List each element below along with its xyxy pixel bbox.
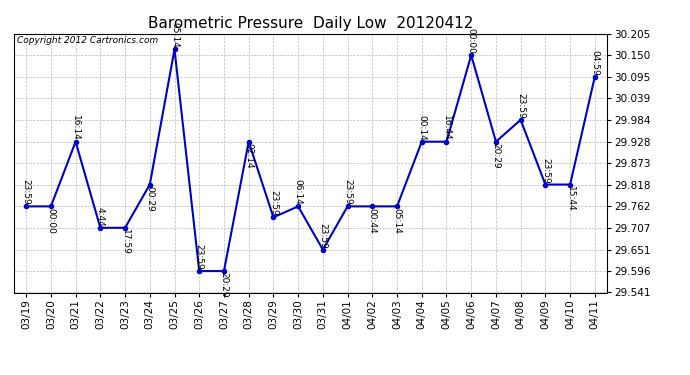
Text: 16:14: 16:14	[71, 115, 80, 141]
Text: 20:29: 20:29	[491, 143, 500, 168]
Title: Barometric Pressure  Daily Low  20120412: Barometric Pressure Daily Low 20120412	[148, 16, 473, 31]
Text: 23:59: 23:59	[21, 180, 30, 205]
Text: 23:59: 23:59	[516, 93, 525, 119]
Text: 17:59: 17:59	[121, 229, 130, 255]
Text: 23:59: 23:59	[195, 244, 204, 270]
Text: 00:14: 00:14	[417, 115, 426, 141]
Text: 23:59: 23:59	[318, 223, 327, 249]
Text: 23:59: 23:59	[269, 190, 278, 216]
Text: 4:44: 4:44	[96, 207, 105, 226]
Text: 00:29: 00:29	[146, 186, 155, 211]
Text: 00:00: 00:00	[466, 28, 475, 54]
Text: 15:44: 15:44	[566, 186, 575, 211]
Text: 04:59: 04:59	[591, 50, 600, 75]
Text: 20:29: 20:29	[219, 272, 228, 298]
Text: 00:44: 00:44	[368, 207, 377, 233]
Text: 05:14: 05:14	[170, 22, 179, 48]
Text: 06:14: 06:14	[294, 180, 303, 205]
Text: 05:14: 05:14	[393, 207, 402, 233]
Text: 23:59: 23:59	[541, 158, 550, 183]
Text: 00:00: 00:00	[46, 207, 55, 233]
Text: 16:44: 16:44	[442, 115, 451, 141]
Text: Copyright 2012 Cartronics.com: Copyright 2012 Cartronics.com	[17, 36, 158, 45]
Text: 23:59: 23:59	[343, 180, 352, 205]
Text: 02:14: 02:14	[244, 143, 253, 168]
